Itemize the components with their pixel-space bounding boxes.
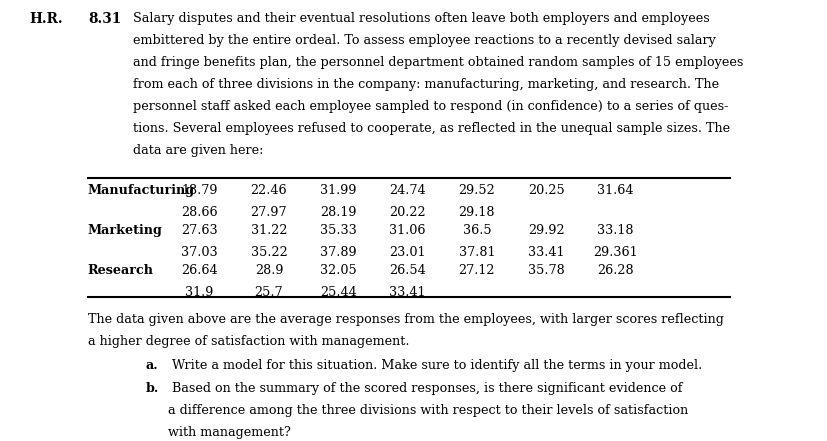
Text: 37.89: 37.89 <box>319 246 356 259</box>
Text: 28.9: 28.9 <box>255 264 283 277</box>
Text: 31.64: 31.64 <box>596 184 633 197</box>
Text: 27.12: 27.12 <box>458 264 495 277</box>
Text: 26.28: 26.28 <box>596 264 633 277</box>
Text: The data given above are the average responses from the employees, with larger s: The data given above are the average res… <box>88 313 723 326</box>
Text: 31.9: 31.9 <box>185 286 213 299</box>
Text: 33.18: 33.18 <box>596 224 633 237</box>
Text: 26.54: 26.54 <box>389 264 425 277</box>
Text: 29.52: 29.52 <box>458 184 495 197</box>
Text: 23.01: 23.01 <box>389 246 425 259</box>
Text: 18.79: 18.79 <box>181 184 218 197</box>
Text: data are given here:: data are given here: <box>132 144 263 157</box>
Text: a difference among the three divisions with respect to their levels of satisfact: a difference among the three divisions w… <box>167 404 687 418</box>
Text: 31.99: 31.99 <box>320 184 356 197</box>
Text: Marketing: Marketing <box>88 224 163 237</box>
Text: 29.92: 29.92 <box>527 224 564 237</box>
Text: 8.31: 8.31 <box>88 12 121 26</box>
Text: 25.7: 25.7 <box>255 286 283 299</box>
Text: personnel staff asked each employee sampled to respond (in confidence) to a seri: personnel staff asked each employee samp… <box>132 100 727 113</box>
Text: b.: b. <box>145 382 158 396</box>
Text: 28.66: 28.66 <box>181 206 218 219</box>
Text: Manufacturing: Manufacturing <box>88 184 195 197</box>
Text: 20.22: 20.22 <box>389 206 425 219</box>
Text: H.R.: H.R. <box>30 12 64 26</box>
Text: 20.25: 20.25 <box>527 184 564 197</box>
Text: 35.33: 35.33 <box>319 224 356 237</box>
Text: 26.64: 26.64 <box>181 264 218 277</box>
Text: Write a model for this situation. Make sure to identify all the terms in your mo: Write a model for this situation. Make s… <box>167 359 701 372</box>
Text: 32.05: 32.05 <box>319 264 356 277</box>
Text: 27.97: 27.97 <box>251 206 287 219</box>
Text: and fringe benefits plan, the personnel department obtained random samples of 15: and fringe benefits plan, the personnel … <box>132 56 742 69</box>
Text: 29.361: 29.361 <box>592 246 637 259</box>
Text: 22.46: 22.46 <box>251 184 287 197</box>
Text: 27.63: 27.63 <box>181 224 218 237</box>
Text: from each of three divisions in the company: manufacturing, marketing, and resea: from each of three divisions in the comp… <box>132 78 718 91</box>
Text: 25.44: 25.44 <box>319 286 356 299</box>
Text: 33.41: 33.41 <box>528 246 564 259</box>
Text: 29.18: 29.18 <box>458 206 495 219</box>
Text: tions. Several employees refused to cooperate, as reflected in the unequal sampl: tions. Several employees refused to coop… <box>132 122 729 135</box>
Text: 36.5: 36.5 <box>462 224 490 237</box>
Text: embittered by the entire ordeal. To assess employee reactions to a recently devi: embittered by the entire ordeal. To asse… <box>132 34 715 47</box>
Text: 31.06: 31.06 <box>389 224 425 237</box>
Text: 37.03: 37.03 <box>181 246 218 259</box>
Text: 37.81: 37.81 <box>458 246 495 259</box>
Text: a.: a. <box>145 359 158 372</box>
Text: Research: Research <box>88 264 154 277</box>
Text: 35.78: 35.78 <box>527 264 564 277</box>
Text: 24.74: 24.74 <box>389 184 425 197</box>
Text: 28.19: 28.19 <box>320 206 356 219</box>
Text: 33.41: 33.41 <box>389 286 425 299</box>
Text: a higher degree of satisfaction with management.: a higher degree of satisfaction with man… <box>88 335 409 348</box>
Text: 31.22: 31.22 <box>251 224 287 237</box>
Text: Salary disputes and their eventual resolutions often leave both employers and em: Salary disputes and their eventual resol… <box>132 12 709 25</box>
Text: with management?: with management? <box>167 426 290 440</box>
Text: Based on the summary of the scored responses, is there significant evidence of: Based on the summary of the scored respo… <box>167 382 681 396</box>
Text: 35.22: 35.22 <box>251 246 287 259</box>
